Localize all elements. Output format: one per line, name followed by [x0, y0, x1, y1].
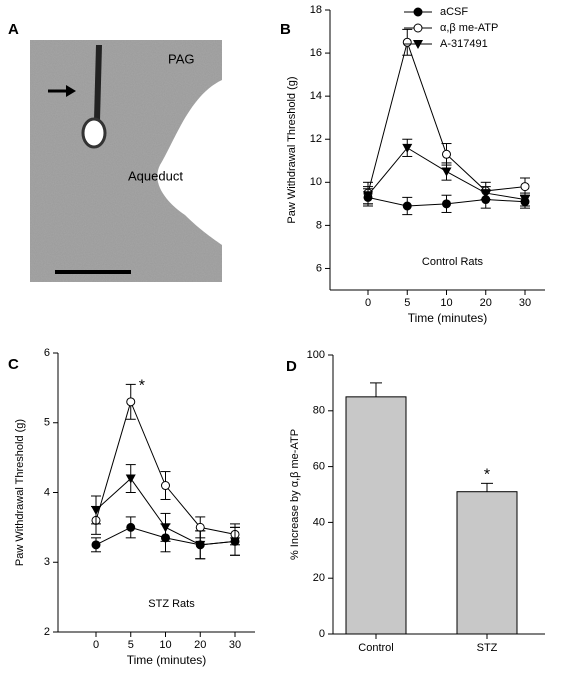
x-tick-label: 30 — [229, 639, 241, 651]
marker — [413, 40, 423, 49]
marker — [402, 201, 412, 211]
y-tick-label: 2 — [44, 626, 50, 638]
region-label: PAG — [168, 51, 195, 66]
y-axis-label: Paw Withdrawal Threshold (g) — [14, 419, 26, 566]
marker — [126, 397, 136, 407]
annotation: Control Rats — [422, 256, 484, 268]
x-tick-label: 20 — [194, 639, 206, 651]
marker — [91, 540, 101, 550]
marker — [363, 191, 373, 201]
y-tick-label: 18 — [310, 4, 322, 16]
marker — [161, 481, 170, 491]
x-axis-label: Time (minutes) — [127, 653, 207, 667]
marker — [520, 182, 530, 192]
bar — [456, 491, 518, 635]
legend-label: α,β me-ATP — [440, 22, 498, 34]
x-tick-label: 20 — [480, 297, 492, 309]
panel-label: B — [280, 21, 291, 38]
y-tick-label: 40 — [313, 516, 325, 528]
y-tick-label: 6 — [44, 347, 50, 359]
marker — [442, 149, 451, 159]
micrograph: A PAG Aqueduct — [8, 21, 222, 282]
panel-label: C — [8, 356, 19, 373]
y-tick-label: 60 — [313, 461, 325, 473]
region-label: Aqueduct — [128, 168, 183, 183]
annotation: STZ Rats — [148, 598, 195, 610]
legend-label: A-317491 — [440, 38, 488, 50]
x-tick-label: 30 — [519, 297, 531, 309]
panel-label: D — [286, 358, 297, 375]
x-tick-label: 0 — [365, 297, 371, 309]
legend-label: aCSF — [440, 6, 468, 18]
marker — [160, 523, 171, 533]
marker — [195, 522, 205, 532]
marker — [402, 37, 412, 47]
marker — [480, 189, 491, 199]
y-tick-label: 0 — [319, 628, 325, 640]
x-tick-label: 10 — [159, 639, 171, 651]
y-tick-label: 3 — [44, 556, 50, 568]
x-axis-label: Time (minutes) — [408, 311, 488, 325]
y-tick-label: 14 — [310, 90, 322, 102]
y-tick-label: 80 — [313, 405, 325, 417]
y-tick-label: 5 — [44, 417, 50, 429]
y-tick-label: 10 — [310, 176, 322, 188]
marker — [413, 23, 423, 33]
bar — [345, 396, 407, 635]
x-tick-label: STZ — [477, 642, 498, 654]
y-tick-label: 100 — [307, 349, 325, 361]
marker — [230, 537, 240, 547]
y-tick-label: 4 — [44, 486, 50, 498]
x-tick-label: 10 — [440, 297, 452, 309]
x-tick-label: Control — [358, 642, 393, 654]
x-tick-label: 5 — [404, 297, 410, 309]
y-axis-label: % Increase by α,β me-ATP — [289, 429, 301, 560]
marker — [520, 195, 530, 205]
y-tick-label: 8 — [316, 219, 322, 231]
significance: * — [139, 378, 145, 395]
panel-label: A — [8, 21, 19, 38]
marker — [442, 199, 451, 209]
x-tick-label: 5 — [128, 639, 134, 651]
marker — [91, 505, 101, 515]
marker — [441, 167, 452, 177]
marker — [125, 474, 136, 484]
y-tick-label: 6 — [316, 262, 322, 274]
marker — [413, 7, 423, 17]
marker — [126, 522, 136, 532]
y-tick-label: 20 — [313, 572, 325, 584]
y-tick-label: 12 — [310, 133, 322, 145]
significance: * — [484, 467, 490, 484]
y-axis-label: Paw Withdrawal Threshold (g) — [286, 76, 298, 223]
x-tick-label: 0 — [93, 639, 99, 651]
marker — [195, 540, 206, 550]
marker — [402, 143, 413, 153]
y-tick-label: 16 — [310, 47, 322, 59]
